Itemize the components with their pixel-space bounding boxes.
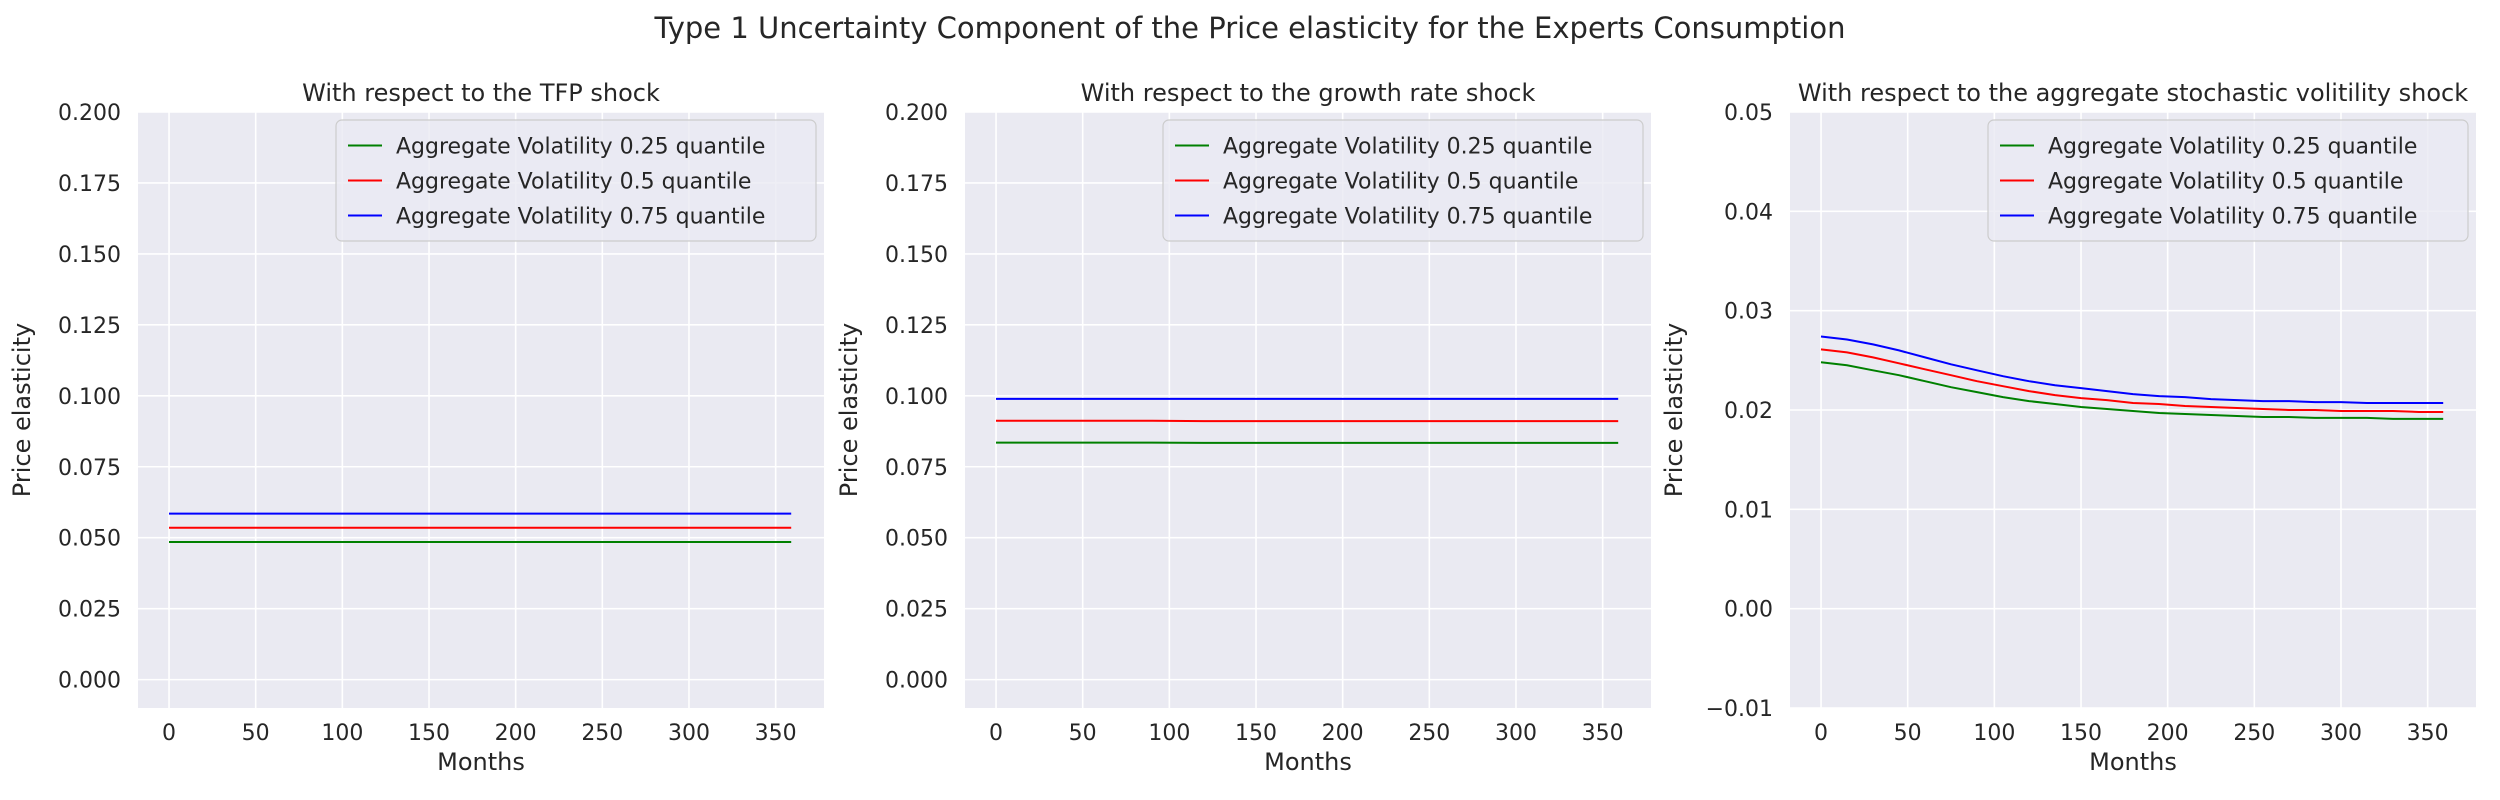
x-tick-label: 300 <box>668 721 710 746</box>
x-tick-label: 250 <box>581 721 623 746</box>
legend-label: Aggregate Volatility 0.75 quantile <box>2048 205 2417 230</box>
y-tick-label: 0.05 <box>1724 101 1773 126</box>
x-tick-label: 350 <box>1582 721 1624 746</box>
y-tick-label: 0.100 <box>58 385 121 410</box>
series-line <box>1820 361 2444 420</box>
panel-title: With respect to the aggregate stochastic… <box>1798 79 2468 107</box>
panel-title: With respect to the TFP shock <box>302 79 660 107</box>
y-tick-label: 0.075 <box>885 456 948 481</box>
x-tick-label: 100 <box>1148 721 1190 746</box>
x-tick-label: 50 <box>1069 721 1097 746</box>
panels: 0 50 100 150 200 250 300 3500.0000.0250.0500.07… <box>8 79 2476 776</box>
y-tick-label: 0.150 <box>885 243 948 268</box>
legend-label: Aggregate Volatility 0.5 quantile <box>2048 170 2403 195</box>
legend-label: Aggregate Volatility 0.75 quantile <box>396 205 765 230</box>
x-tick-label: 150 <box>2060 721 2102 746</box>
x-tick-label: 200 <box>2147 721 2189 746</box>
legend-label: Aggregate Volatility 0.5 quantile <box>1223 170 1578 195</box>
x-tick-label: 300 <box>2320 721 2362 746</box>
figure-title: Type 1 Uncertainty Component of the Pric… <box>654 11 1846 45</box>
y-axis-label: Price elasticity <box>1660 323 1688 497</box>
x-tick-label: 150 <box>1235 721 1277 746</box>
x-tick-label: 0 <box>1814 721 1828 746</box>
y-tick-label: 0.175 <box>885 172 948 197</box>
y-tick-label: 0.200 <box>885 101 948 126</box>
y-tick-label: 0.04 <box>1724 200 1773 225</box>
legend: Aggregate Volatility 0.25 quantile Aggreg… <box>335 119 817 242</box>
x-tick-label: 350 <box>755 721 797 746</box>
x-tick-label: 100 <box>321 721 363 746</box>
legend-label: Aggregate Volatility 0.25 quantile <box>2048 135 2417 160</box>
y-axis-label: Price elasticity <box>835 323 863 497</box>
legend-label: Aggregate Volatility 0.25 quantile <box>396 135 765 160</box>
y-tick-label: 0.100 <box>885 385 948 410</box>
x-tick-label: 0 <box>989 721 1003 746</box>
x-tick-label: 50 <box>242 721 270 746</box>
x-tick-label: 150 <box>408 721 450 746</box>
legend-label: Aggregate Volatility 0.5 quantile <box>396 170 751 195</box>
x-tick-label: 300 <box>1495 721 1537 746</box>
x-tick-label: 250 <box>2233 721 2275 746</box>
y-tick-label: 0.050 <box>58 527 121 552</box>
chart-panel-2: 0 50 100 150 200 250 300 350 0.000 0.025 0.050 0.07… <box>835 79 1651 776</box>
y-tick-label: 0.025 <box>58 598 121 623</box>
x-tick-label: 350 <box>2407 721 2449 746</box>
legend-frame <box>1162 119 1644 242</box>
y-tick-label: −0.01 <box>1706 697 1773 722</box>
y-tick-label: 0.01 <box>1724 498 1773 523</box>
y-tick-label: 0.075 <box>58 456 121 481</box>
y-tick-label: 0.125 <box>58 314 121 339</box>
y-tick-label: 0.200 <box>58 101 121 126</box>
legend: Aggregate Volatility 0.25 quantile Aggreg… <box>1987 119 2469 242</box>
y-tick-label: 0.03 <box>1724 300 1773 325</box>
y-axis-label: Price elasticity <box>8 323 36 497</box>
legend-label: Aggregate Volatility 0.25 quantile <box>1223 135 1592 160</box>
x-axis-label: Months <box>437 748 525 776</box>
panel-title: With respect to the growth rate shock <box>1081 79 1536 107</box>
y-tick-label: 0.050 <box>885 527 948 552</box>
x-axis-label: Months <box>2089 748 2177 776</box>
y-tick-label: 0.000 <box>885 669 948 694</box>
legend-frame <box>335 119 817 242</box>
legend-frame <box>1987 119 2469 242</box>
y-tick-label: 0.00 <box>1724 598 1773 623</box>
chart-panel-3: 0 50 100 150 200 250 300 350 −0.01 0.00 0.01 0.02 0.… <box>1660 79 2476 776</box>
series-line <box>1820 335 2444 404</box>
x-tick-label: 250 <box>1408 721 1450 746</box>
legend: Aggregate Volatility 0.25 quantile Aggreg… <box>1162 119 1644 242</box>
series-line <box>1820 348 2444 413</box>
x-tick-label: 0 <box>162 721 176 746</box>
chart-panel-1: 0 50 100 150 200 250 300 350 0.000 0.025 0.050 0.07… <box>8 79 824 776</box>
y-tick-label: 0.175 <box>58 172 121 197</box>
y-tick-label: 0.150 <box>58 243 121 268</box>
y-tick-label: 0.125 <box>885 314 948 339</box>
x-axis-label: Months <box>1264 748 1352 776</box>
y-tick-label: 0.000 <box>58 669 121 694</box>
x-tick-label: 100 <box>1973 721 2015 746</box>
legend-label: Aggregate Volatility 0.75 quantile <box>1223 205 1592 230</box>
x-tick-label: 50 <box>1894 721 1922 746</box>
y-tick-label: 0.025 <box>885 598 948 623</box>
x-tick-label: 200 <box>1322 721 1364 746</box>
y-tick-label: 0.02 <box>1724 399 1773 424</box>
x-tick-label: 200 <box>495 721 537 746</box>
